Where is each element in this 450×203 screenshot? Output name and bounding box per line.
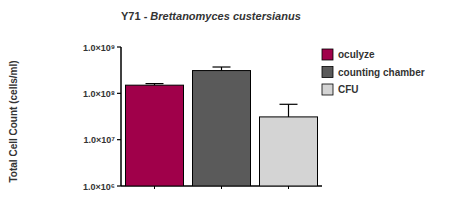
bar [260, 117, 318, 186]
error-bar [146, 84, 164, 86]
title: Y71 - Brettanomyces custersianus [121, 10, 301, 22]
y-tick-label: 1.0×10⁸ [83, 89, 115, 99]
y-tick-label: 1.0×10⁷ [84, 135, 116, 145]
y-tick [117, 185, 121, 186]
y-tick-label: 1.0×10⁶ [83, 182, 115, 192]
y-axis [120, 47, 122, 186]
y-tick [117, 139, 121, 140]
bar [126, 85, 184, 186]
bar [193, 71, 251, 186]
legend-swatch [322, 49, 333, 60]
legend-label: oculyze [338, 49, 375, 60]
y-tick [117, 46, 121, 47]
x-tick [288, 186, 289, 189]
legend-swatch [322, 84, 333, 95]
y-tick [117, 93, 121, 94]
legend-label: CFU [338, 84, 359, 95]
error-bar [280, 104, 298, 117]
y-axis-label: Total Cell Count (cells/ml) [8, 60, 19, 182]
x-tick [221, 186, 222, 189]
error-bar [213, 67, 231, 71]
plot-area [126, 67, 318, 186]
legend-swatch [322, 67, 333, 78]
chart: Y71 - Brettanomyces custersianus Total Ce… [0, 0, 450, 203]
x-tick [154, 186, 155, 189]
y-tick-label: 1.0×10⁹ [83, 43, 115, 53]
legend-label: counting chamber [338, 67, 425, 78]
